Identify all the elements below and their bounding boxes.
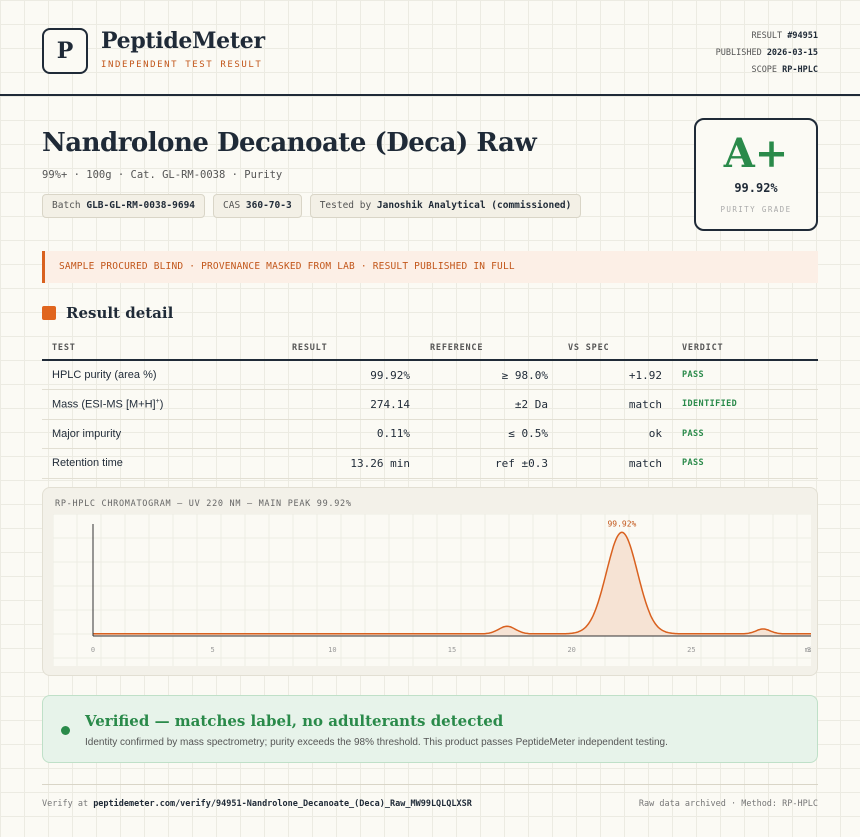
col-header-test: TEST bbox=[42, 336, 282, 361]
cell-reference: ref ±0.3 bbox=[420, 448, 558, 479]
procurement-notice: SAMPLE PROCURED BLIND · PROVENANCE MASKE… bbox=[42, 251, 818, 283]
cell-vs-spec: +1.92 bbox=[558, 360, 672, 390]
brand-logo: P bbox=[42, 28, 88, 74]
result-detail-header: Result detail bbox=[42, 304, 173, 322]
cell-vs-spec: match bbox=[558, 448, 672, 479]
published-line: PUBLISHED 2026-03-15 bbox=[715, 48, 818, 58]
scope-line: SCOPE RP-HPLC bbox=[751, 65, 818, 75]
footer-archive-note: Raw data archived · Method: RP-HPLC bbox=[638, 799, 818, 809]
cell-reference: ≥ 98.0% bbox=[420, 360, 558, 390]
grade-value: 99.92% bbox=[734, 181, 778, 195]
section-square-icon bbox=[42, 306, 56, 320]
col-header-verdict: VERDICT bbox=[672, 336, 818, 361]
cell-result: 99.92% bbox=[282, 360, 420, 390]
product-title: Nandrolone Decanoate (Deca) Raw bbox=[42, 128, 537, 158]
signal-line bbox=[93, 531, 811, 635]
cell-vs-spec: ok bbox=[558, 419, 672, 449]
verified-banner: Verified — matches label, no adulterants… bbox=[42, 695, 818, 763]
x-tick-label: 25 bbox=[687, 646, 695, 654]
table-row: Mass (ESI-MS [M+H]+) 274.14 ±2 Da match … bbox=[42, 389, 818, 420]
brand-name: PeptideMeter bbox=[101, 28, 265, 54]
product-subtitle: 99%+ · 100g · Cat. GL-RM-0038 · Purity bbox=[42, 169, 283, 181]
table-header-row: TEST RESULT REFERENCE VS SPEC VERDICT bbox=[42, 336, 818, 361]
cell-result: 0.11% bbox=[282, 419, 420, 449]
x-tick-label: 20 bbox=[567, 646, 575, 654]
cell-reference: ±2 Da bbox=[420, 389, 558, 420]
brand-tagline: INDEPENDENT TEST RESULT bbox=[101, 60, 263, 70]
grade-caption: PURITY GRADE bbox=[720, 205, 792, 214]
table-row: HPLC purity (area %) 99.92% ≥ 98.0% +1.9… bbox=[42, 360, 818, 390]
cell-test: Retention time bbox=[42, 448, 282, 479]
chromatogram-chart: 051015202530min99.92% bbox=[52, 513, 817, 666]
x-tick-label: 10 bbox=[328, 646, 336, 654]
purity-grade-card: A+ 99.92% PURITY GRADE bbox=[694, 118, 818, 231]
cell-vs-spec: match bbox=[558, 389, 672, 420]
signal-area bbox=[93, 532, 811, 636]
report-header: P PeptideMeter INDEPENDENT TEST RESULT R… bbox=[0, 0, 860, 96]
results-table: TEST RESULT REFERENCE VS SPEC VERDICT HP… bbox=[42, 336, 818, 479]
result-id-line: RESULT #94951 bbox=[751, 31, 818, 41]
footer-divider bbox=[42, 784, 818, 785]
batch-chip: Batch GLB-GL-RM-0038-9694 bbox=[42, 194, 206, 218]
cell-verdict: PASS bbox=[672, 448, 818, 479]
cell-verdict: PASS bbox=[672, 419, 818, 449]
product-chips: Batch GLB-GL-RM-0038-9694 CAS 360-70-3 T… bbox=[42, 194, 582, 218]
cell-reference: ≤ 0.5% bbox=[420, 419, 558, 449]
grade-letter: A+ bbox=[723, 130, 789, 177]
table-row: Retention time 13.26 min ref ±0.3 match … bbox=[42, 448, 818, 479]
footer-verify: Verify at peptidemeter.com/verify/94951-… bbox=[42, 799, 472, 809]
verify-link[interactable]: peptidemeter.com/verify/94951-Nandrolone… bbox=[93, 799, 472, 809]
cas-chip: CAS 360-70-3 bbox=[213, 194, 302, 218]
x-tick-label: 0 bbox=[91, 646, 95, 654]
chromatogram-card: RP-HPLC CHROMATOGRAM — UV 220 NM — MAIN … bbox=[42, 487, 818, 676]
table-row: Major impurity 0.11% ≤ 0.5% ok PASS bbox=[42, 419, 818, 449]
cell-verdict: PASS bbox=[672, 360, 818, 390]
chart-plot-area: 051015202530min99.92% bbox=[52, 513, 817, 666]
x-tick-unit: min bbox=[805, 646, 811, 654]
cell-result: 13.26 min bbox=[282, 448, 420, 479]
verified-title: Verified — matches label, no adulterants… bbox=[85, 712, 504, 730]
chart-title: RP-HPLC CHROMATOGRAM — UV 220 NM — MAIN … bbox=[55, 499, 352, 509]
tested-by-chip: Tested by Janoshik Analytical (commissio… bbox=[309, 194, 582, 218]
report-meta: RESULT #94951 PUBLISHED 2026-03-15 SCOPE… bbox=[716, 28, 818, 79]
verified-dot-icon bbox=[61, 726, 70, 735]
x-tick-label: 5 bbox=[211, 646, 215, 654]
cell-result: 274.14 bbox=[282, 389, 420, 420]
section-title: Result detail bbox=[66, 304, 174, 322]
x-tick-label: 15 bbox=[448, 646, 456, 654]
peak-label: 99.92% bbox=[607, 519, 636, 528]
cell-verdict: IDENTIFIED bbox=[672, 389, 818, 420]
col-header-result: RESULT bbox=[282, 336, 420, 361]
col-header-reference: REFERENCE bbox=[420, 336, 558, 361]
cell-test: HPLC purity (area %) bbox=[42, 360, 282, 390]
verified-description: Identity confirmed by mass spectrometry;… bbox=[85, 737, 668, 748]
cell-test: Mass (ESI-MS [M+H]+) bbox=[42, 389, 282, 420]
col-header-vs-spec: VS SPEC bbox=[558, 336, 672, 361]
cell-test: Major impurity bbox=[42, 419, 282, 449]
